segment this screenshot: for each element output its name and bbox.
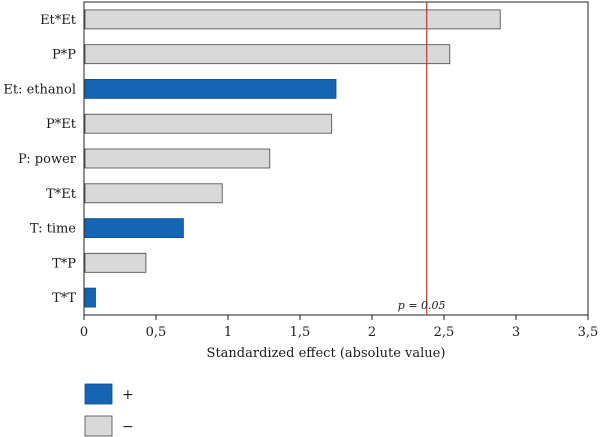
x-tick-label-7: 3,5 <box>578 325 599 340</box>
category-label-3: Et: ethanol <box>3 82 76 97</box>
x-axis: 0 0,5 1 1,5 2 2,5 3 3,5 <box>80 315 598 340</box>
bar-2 <box>84 44 451 65</box>
x-tick-label-6: 3 <box>512 325 520 340</box>
category-label-2: P*P <box>52 48 76 63</box>
x-tick-label-3: 1,5 <box>290 325 311 340</box>
legend-swatch-2 <box>84 415 113 437</box>
category-labels: Et*Et P*P Et: ethanol P*Et P: power T*Et T: ti… <box>3 13 76 306</box>
bar-9 <box>84 287 96 308</box>
bar-7 <box>84 218 184 239</box>
bars-layer <box>84 9 501 308</box>
x-tick-label-5: 2,5 <box>434 325 455 340</box>
category-label-1: Et*Et <box>40 13 77 28</box>
category-label-5: P: power <box>18 152 77 167</box>
plot-frame <box>83 1 589 316</box>
category-label-4: P*Et <box>46 117 77 132</box>
bar-1 <box>84 9 501 30</box>
bar-5 <box>84 148 271 169</box>
significance-line-group: p = 0.05 <box>398 2 446 315</box>
legend-swatch-1 <box>84 383 113 405</box>
x-tick-label-1: 0,5 <box>146 325 167 340</box>
bar-8 <box>84 252 147 273</box>
category-label-8: T*P <box>52 256 76 271</box>
significance-label: p = 0.05 <box>398 299 446 312</box>
bar-3 <box>84 79 337 99</box>
legend-label-2: − <box>122 419 134 435</box>
legend-label-1: + <box>122 387 134 403</box>
plot-border <box>83 1 589 316</box>
bar-4 <box>84 113 333 134</box>
x-tick-label-2: 1 <box>224 325 232 340</box>
x-axis-title: Standardized effect (absolute value) <box>207 346 446 361</box>
legend: +− <box>84 383 134 437</box>
category-label-7: T: time <box>30 222 76 237</box>
x-tick-label-4: 2 <box>368 325 376 340</box>
category-label-9: T*T <box>52 291 76 306</box>
category-label-6: T*Et <box>46 187 77 202</box>
x-tick-label-0: 0 <box>80 325 88 340</box>
bar-6 <box>84 183 223 204</box>
